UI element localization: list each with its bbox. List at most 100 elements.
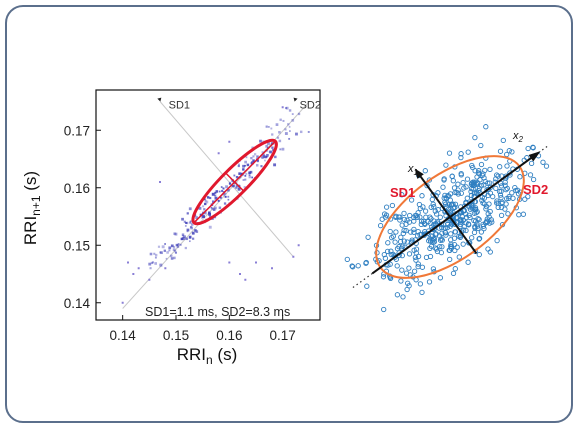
data-point xyxy=(173,250,177,253)
data-point xyxy=(195,230,199,233)
sd2-label: SD2 xyxy=(523,182,548,197)
data-point xyxy=(499,199,505,205)
outlier-point xyxy=(239,273,241,275)
data-point xyxy=(262,155,266,159)
data-point xyxy=(506,148,512,154)
data-point xyxy=(278,139,282,143)
data-point xyxy=(427,214,433,220)
data-point xyxy=(288,137,291,140)
data-point xyxy=(452,201,459,207)
data-point xyxy=(433,246,440,252)
data-point xyxy=(380,274,387,280)
data-point xyxy=(527,172,534,178)
data-point xyxy=(487,208,493,215)
outlier-point xyxy=(137,267,140,270)
data-point xyxy=(253,153,257,156)
outlier-point xyxy=(297,244,300,247)
data-point xyxy=(432,208,438,214)
data-point xyxy=(251,146,254,149)
data-point xyxy=(169,254,173,258)
data-point xyxy=(220,186,223,188)
data-point xyxy=(350,264,356,270)
sd1-label: SD1 xyxy=(169,99,190,111)
data-point xyxy=(516,212,522,218)
x1-label: x1 xyxy=(407,163,418,177)
data-point xyxy=(388,248,394,254)
poincare-plot-right: x1 x2 SD1 SD2 xyxy=(344,124,550,313)
data-point xyxy=(498,188,504,195)
data-point xyxy=(288,109,292,112)
data-point xyxy=(149,267,152,270)
data-point xyxy=(387,228,393,235)
data-point xyxy=(437,214,443,220)
data-point xyxy=(458,190,464,196)
y-axis-label: RRIn+1 (s) xyxy=(21,171,43,245)
data-point xyxy=(221,189,224,192)
data-point xyxy=(190,226,194,230)
data-point xyxy=(411,247,417,253)
data-point xyxy=(225,185,229,189)
data-point xyxy=(163,249,166,252)
data-point xyxy=(252,155,255,158)
data-point xyxy=(450,178,456,184)
data-point xyxy=(262,153,265,157)
x2-axis-arrow xyxy=(371,155,535,275)
data-point xyxy=(307,130,310,133)
data-point xyxy=(172,248,176,252)
data-point xyxy=(502,206,508,212)
data-point xyxy=(481,225,487,232)
data-point xyxy=(438,249,445,256)
data-point xyxy=(497,148,504,154)
stats-annotation: SD1=1.1 ms, SD2=8.3 ms xyxy=(145,305,290,319)
data-point xyxy=(159,263,163,267)
data-point xyxy=(485,246,491,252)
data-point xyxy=(276,136,280,139)
data-point xyxy=(482,178,488,185)
data-point xyxy=(512,184,518,191)
data-point xyxy=(496,188,503,195)
data-point xyxy=(233,174,236,177)
data-point xyxy=(261,156,264,159)
data-point xyxy=(174,232,178,236)
data-point xyxy=(399,267,405,273)
outlier-point xyxy=(132,273,135,275)
data-point xyxy=(271,133,274,136)
data-point xyxy=(195,216,198,220)
data-point xyxy=(388,251,394,258)
data-point xyxy=(174,251,177,254)
outlier-point xyxy=(228,140,231,143)
data-point xyxy=(431,204,437,210)
data-point xyxy=(190,223,194,226)
data-point xyxy=(393,229,399,235)
poincare-plot-left: SD1 SD2 SD1=1.1 ms, SD2=8.3 ms 0.14 0.15 0.16… xyxy=(21,89,321,367)
data-point xyxy=(467,206,474,212)
data-point xyxy=(476,168,482,174)
data-point xyxy=(420,204,426,210)
data-point xyxy=(165,257,168,260)
data-point xyxy=(279,148,282,151)
data-point xyxy=(478,142,484,149)
data-point xyxy=(249,170,253,174)
x-tick-label: 0.16 xyxy=(216,328,242,343)
data-point xyxy=(154,256,157,259)
data-point xyxy=(192,237,195,240)
data-point xyxy=(189,221,192,224)
x2-arrowhead xyxy=(528,151,541,162)
data-point xyxy=(166,251,169,254)
y-tick-label: 0.16 xyxy=(64,181,90,196)
data-point xyxy=(365,234,371,240)
data-point xyxy=(182,235,186,239)
data-point xyxy=(203,198,206,201)
data-point xyxy=(404,217,410,223)
data-point xyxy=(419,289,425,296)
data-point xyxy=(399,192,405,198)
data-point xyxy=(485,192,491,199)
outlier-point xyxy=(244,278,247,281)
data-point xyxy=(188,207,192,211)
data-point xyxy=(242,164,245,168)
data-point xyxy=(481,195,488,201)
data-point xyxy=(455,181,461,187)
data-point xyxy=(452,266,458,272)
data-point xyxy=(201,214,204,217)
data-point xyxy=(464,176,471,182)
